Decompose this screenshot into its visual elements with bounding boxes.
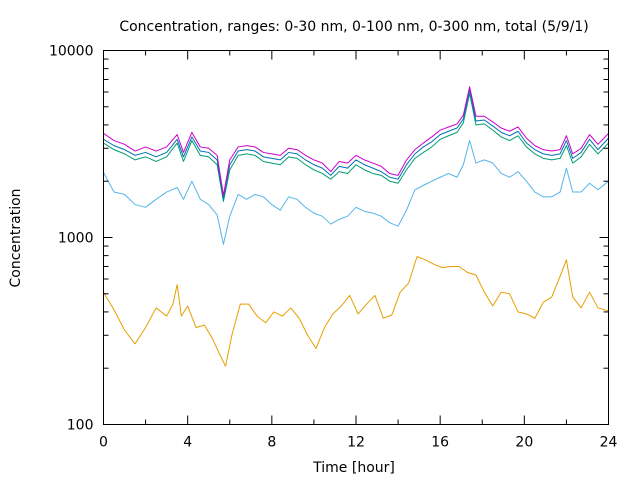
series-line-4 bbox=[103, 89, 609, 200]
plot-frame bbox=[103, 50, 609, 425]
x-tick-label: 0 bbox=[99, 435, 108, 451]
series-line-3 bbox=[103, 92, 609, 202]
x-tick-label: 4 bbox=[183, 435, 192, 451]
ticks-layer: 0 4 8 12 16 20 24 100 1000 10000 bbox=[49, 44, 618, 451]
series-line-5 bbox=[103, 86, 609, 196]
series-line-1 bbox=[103, 256, 609, 367]
chart-title: Concentration, ranges: 0-30 nm, 0-100 nm… bbox=[119, 19, 588, 35]
x-tick-label: 8 bbox=[267, 435, 276, 451]
x-axis-title: Time [hour] bbox=[312, 460, 395, 476]
x-tick-label: 16 bbox=[431, 435, 449, 451]
y-tick-label: 1000 bbox=[58, 231, 94, 247]
y-tick-label: 100 bbox=[67, 418, 94, 434]
x-tick-label: 12 bbox=[347, 435, 365, 451]
y-axis-title: Concentration bbox=[8, 188, 24, 287]
y-tick-label: 10000 bbox=[49, 44, 94, 60]
series-layer bbox=[103, 86, 609, 367]
series-line-2 bbox=[103, 140, 609, 245]
x-tick-label: 24 bbox=[600, 435, 618, 451]
x-tick-label: 20 bbox=[515, 435, 533, 451]
